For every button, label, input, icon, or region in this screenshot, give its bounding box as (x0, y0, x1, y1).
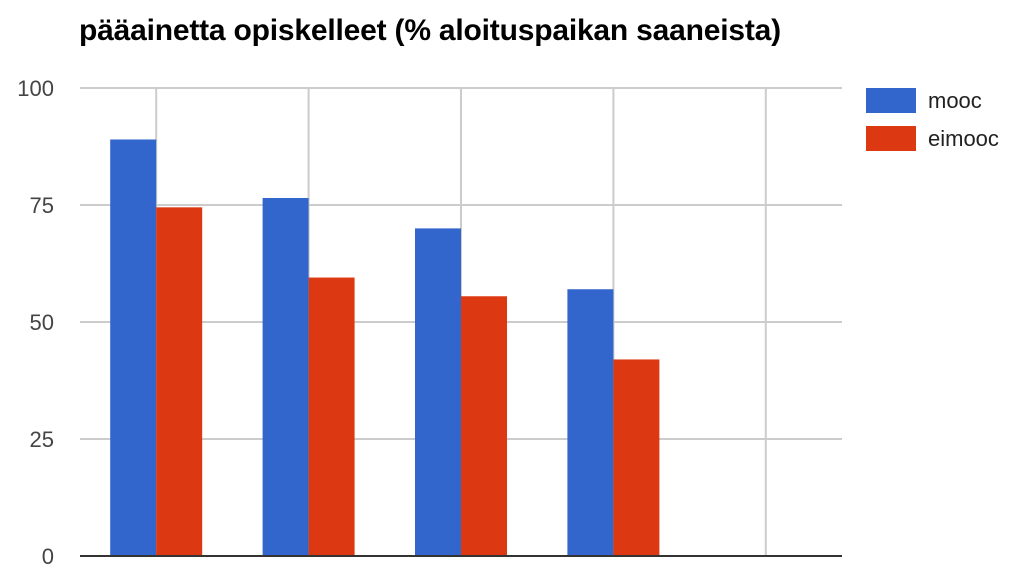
y-tick-label: 0 (42, 544, 54, 569)
bar-mooc-3 (567, 289, 614, 556)
legend: mooc eimooc (866, 88, 999, 151)
bar-mooc-2 (415, 228, 461, 556)
bar-eimooc-0 (156, 207, 203, 556)
legend-swatch-mooc (866, 88, 916, 113)
legend-swatch-eimooc (866, 126, 916, 151)
legend-label-mooc: mooc (928, 88, 982, 113)
bar-mooc-0 (110, 139, 157, 557)
bar-mooc-1 (262, 197, 309, 557)
chart-title: pääainetta opiskelleet (% aloituspaikan … (79, 14, 781, 47)
y-tick-label: 25 (30, 427, 54, 452)
bar-eimooc-2 (461, 296, 507, 556)
y-tick-label: 50 (30, 310, 54, 335)
axis-layer: 0 25 50 75 100 (17, 76, 842, 569)
y-tick-label: 75 (30, 193, 54, 218)
bar-eimooc-1 (308, 277, 355, 556)
bars-layer (110, 139, 660, 557)
legend-label-eimooc: eimooc (928, 126, 999, 151)
bar-eimooc-3 (613, 359, 660, 556)
y-tick-label: 100 (17, 76, 54, 101)
